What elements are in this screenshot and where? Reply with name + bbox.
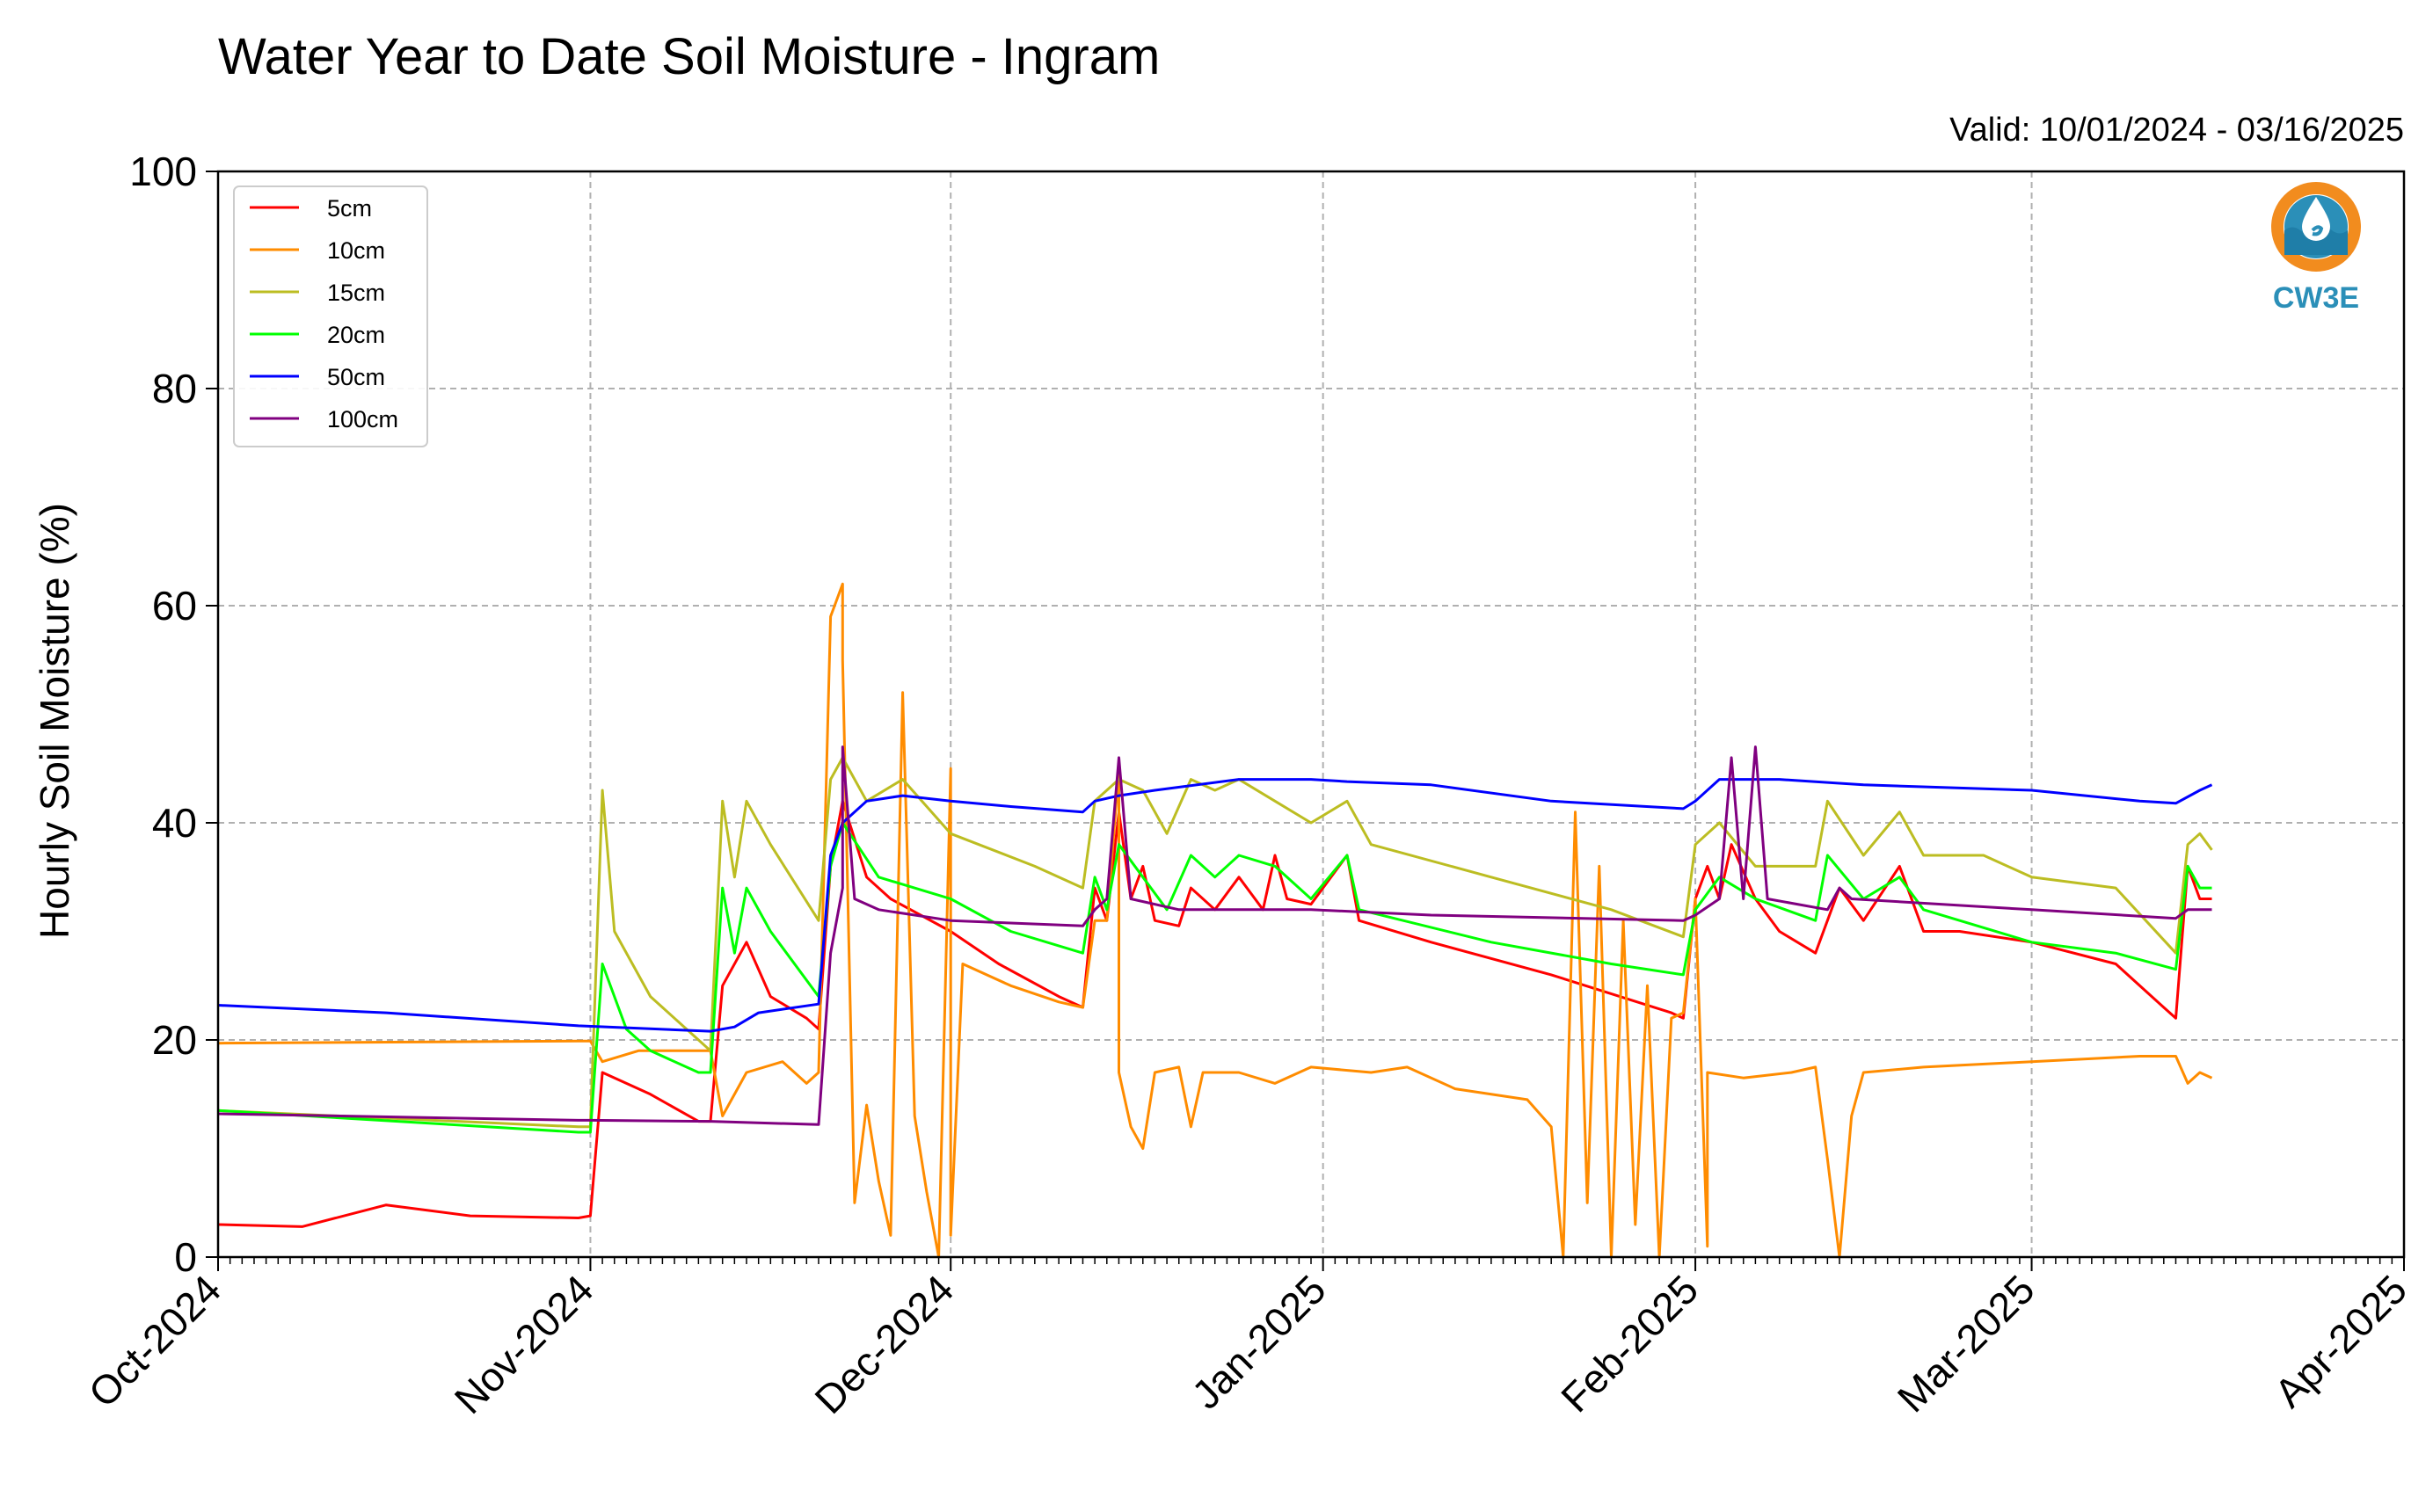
x-tick-label: Jan-2025 <box>1183 1266 1334 1417</box>
y-tick-label: 0 <box>174 1234 197 1280</box>
x-tick-label: Nov-2024 <box>446 1266 602 1422</box>
x-tick-label: Feb-2025 <box>1552 1266 1707 1421</box>
legend-label: 50cm <box>327 364 385 390</box>
series-line-10cm <box>217 582 2213 1259</box>
logo-drop-swirl <box>2311 225 2324 236</box>
legend-label: 15cm <box>327 280 385 306</box>
cw3e-logo: CW3E <box>2271 182 2361 315</box>
chart-title: Water Year to Date Soil Moisture - Ingra… <box>218 28 1160 85</box>
logo-wave <box>2284 227 2348 255</box>
legend-label: 20cm <box>327 322 385 348</box>
series-lines <box>217 582 2213 1259</box>
series-line-15cm <box>217 756 2213 1129</box>
series-line-5cm <box>217 799 2212 1228</box>
y-tick-label: 80 <box>152 366 197 411</box>
legend-label: 100cm <box>327 406 398 433</box>
series-line-100cm <box>217 745 2212 1126</box>
logo-text: CW3E <box>2273 281 2359 315</box>
y-tick-label: 100 <box>129 149 197 194</box>
legend-label: 5cm <box>327 195 372 222</box>
legend: 5cm 10cm 15cm 20cm 50cm 100cm <box>233 185 428 447</box>
grid-lines <box>218 171 2404 1257</box>
x-tick-label: Mar-2025 <box>1889 1266 2043 1421</box>
x-tick-label: Apr-2025 <box>2265 1266 2415 1416</box>
series-line-50cm <box>217 778 2213 1033</box>
logo-ring <box>2271 182 2361 272</box>
y-tick-label: 40 <box>152 800 197 846</box>
valid-date-range: Valid: 10/01/2024 - 03/16/2025 <box>1949 112 2404 149</box>
y-tick-label: 60 <box>152 583 197 629</box>
legend-label: 10cm <box>327 237 385 264</box>
water-drop-icon <box>2302 197 2330 241</box>
plot-frame <box>216 170 2406 1259</box>
x-tick-label: Oct-2024 <box>80 1266 230 1416</box>
x-tick-label: Dec-2024 <box>805 1266 962 1422</box>
y-axis-label: Hourly Soil Moisture (%) <box>32 503 77 939</box>
series-line-20cm <box>217 821 2212 1134</box>
legend-box <box>233 185 428 447</box>
y-tick-label: 20 <box>152 1017 197 1063</box>
